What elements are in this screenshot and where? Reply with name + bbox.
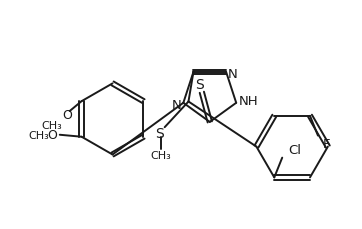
Text: S: S [155, 127, 164, 141]
Text: Cl: Cl [288, 144, 301, 157]
Text: N: N [172, 99, 181, 112]
Text: NH: NH [238, 95, 258, 108]
Text: O: O [62, 109, 72, 122]
Text: N: N [228, 68, 238, 81]
Text: CH₃: CH₃ [150, 150, 171, 160]
Text: CH₃: CH₃ [29, 130, 49, 140]
Text: F: F [323, 137, 331, 150]
Text: CH₃: CH₃ [41, 120, 62, 130]
Text: O: O [47, 129, 57, 142]
Text: S: S [195, 78, 204, 92]
